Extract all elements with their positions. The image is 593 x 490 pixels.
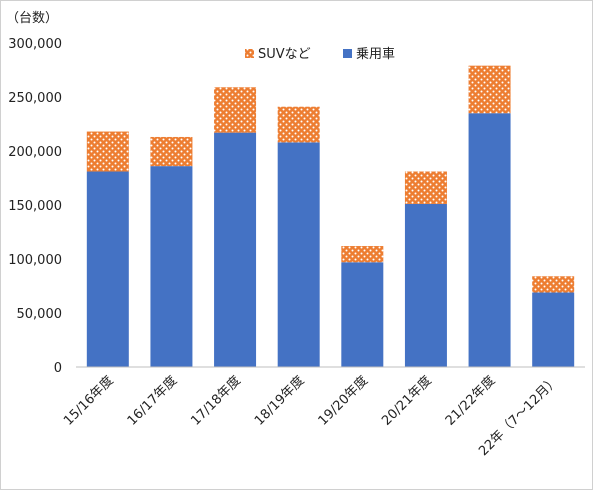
y-tick-label: 50,000 [17,307,63,322]
y-tick-label: 200,000 [8,145,62,160]
bar-suv-6 [468,65,511,114]
x-tick-label: 16/17年度 [124,373,180,429]
bar-suv-3 [277,106,320,143]
bar-passenger-car-3 [277,142,320,367]
legend-label: SUVなど [258,47,311,62]
bar-passenger-car-2 [214,132,257,367]
bar-passenger-car-5 [404,203,447,367]
x-axis-ticks: 15/16年度 16/17年度 17/18年度 18/19年度 19/20年度 20/21… [60,373,562,460]
y-tick-label: 100,000 [8,253,62,268]
y-tick-label: 0 [54,361,62,376]
x-tick-label: 17/18年度 [188,373,244,429]
y-axis-ticks: 0 50,000 100,000 150,000 200,000 250,000 300,0… [8,37,62,376]
bar-passenger-car-1 [150,166,193,367]
legend-swatch-suv [245,49,254,58]
legend-label: 乗用車 [356,47,395,62]
legend-swatch-passenger-car [343,49,352,58]
x-tick-label: 19/20年度 [315,373,371,429]
bar-passenger-car-0 [86,171,129,367]
bar-suv-1 [150,136,193,167]
x-tick-label: 18/19年度 [251,373,307,429]
bars [86,65,575,367]
bar-passenger-car-6 [468,113,511,367]
bar-passenger-car-7 [532,292,575,367]
legend: SUVなど 乗用車 [245,47,395,62]
y-tick-label: 300,000 [8,37,62,52]
y-axis-unit-label: （台数） [6,11,58,26]
x-tick-label: 21/22年度 [442,373,498,429]
y-tick-label: 150,000 [8,199,62,214]
bar-passenger-car-4 [341,262,384,367]
x-tick-label: 20/21年度 [379,373,435,429]
y-tick-label: 250,000 [8,91,62,106]
bar-suv-0 [86,131,129,172]
x-tick-label: 15/16年度 [60,373,116,429]
bar-suv-5 [404,171,447,204]
bar-suv-7 [532,276,575,293]
bar-suv-4 [341,246,384,263]
bar-suv-2 [214,87,257,133]
